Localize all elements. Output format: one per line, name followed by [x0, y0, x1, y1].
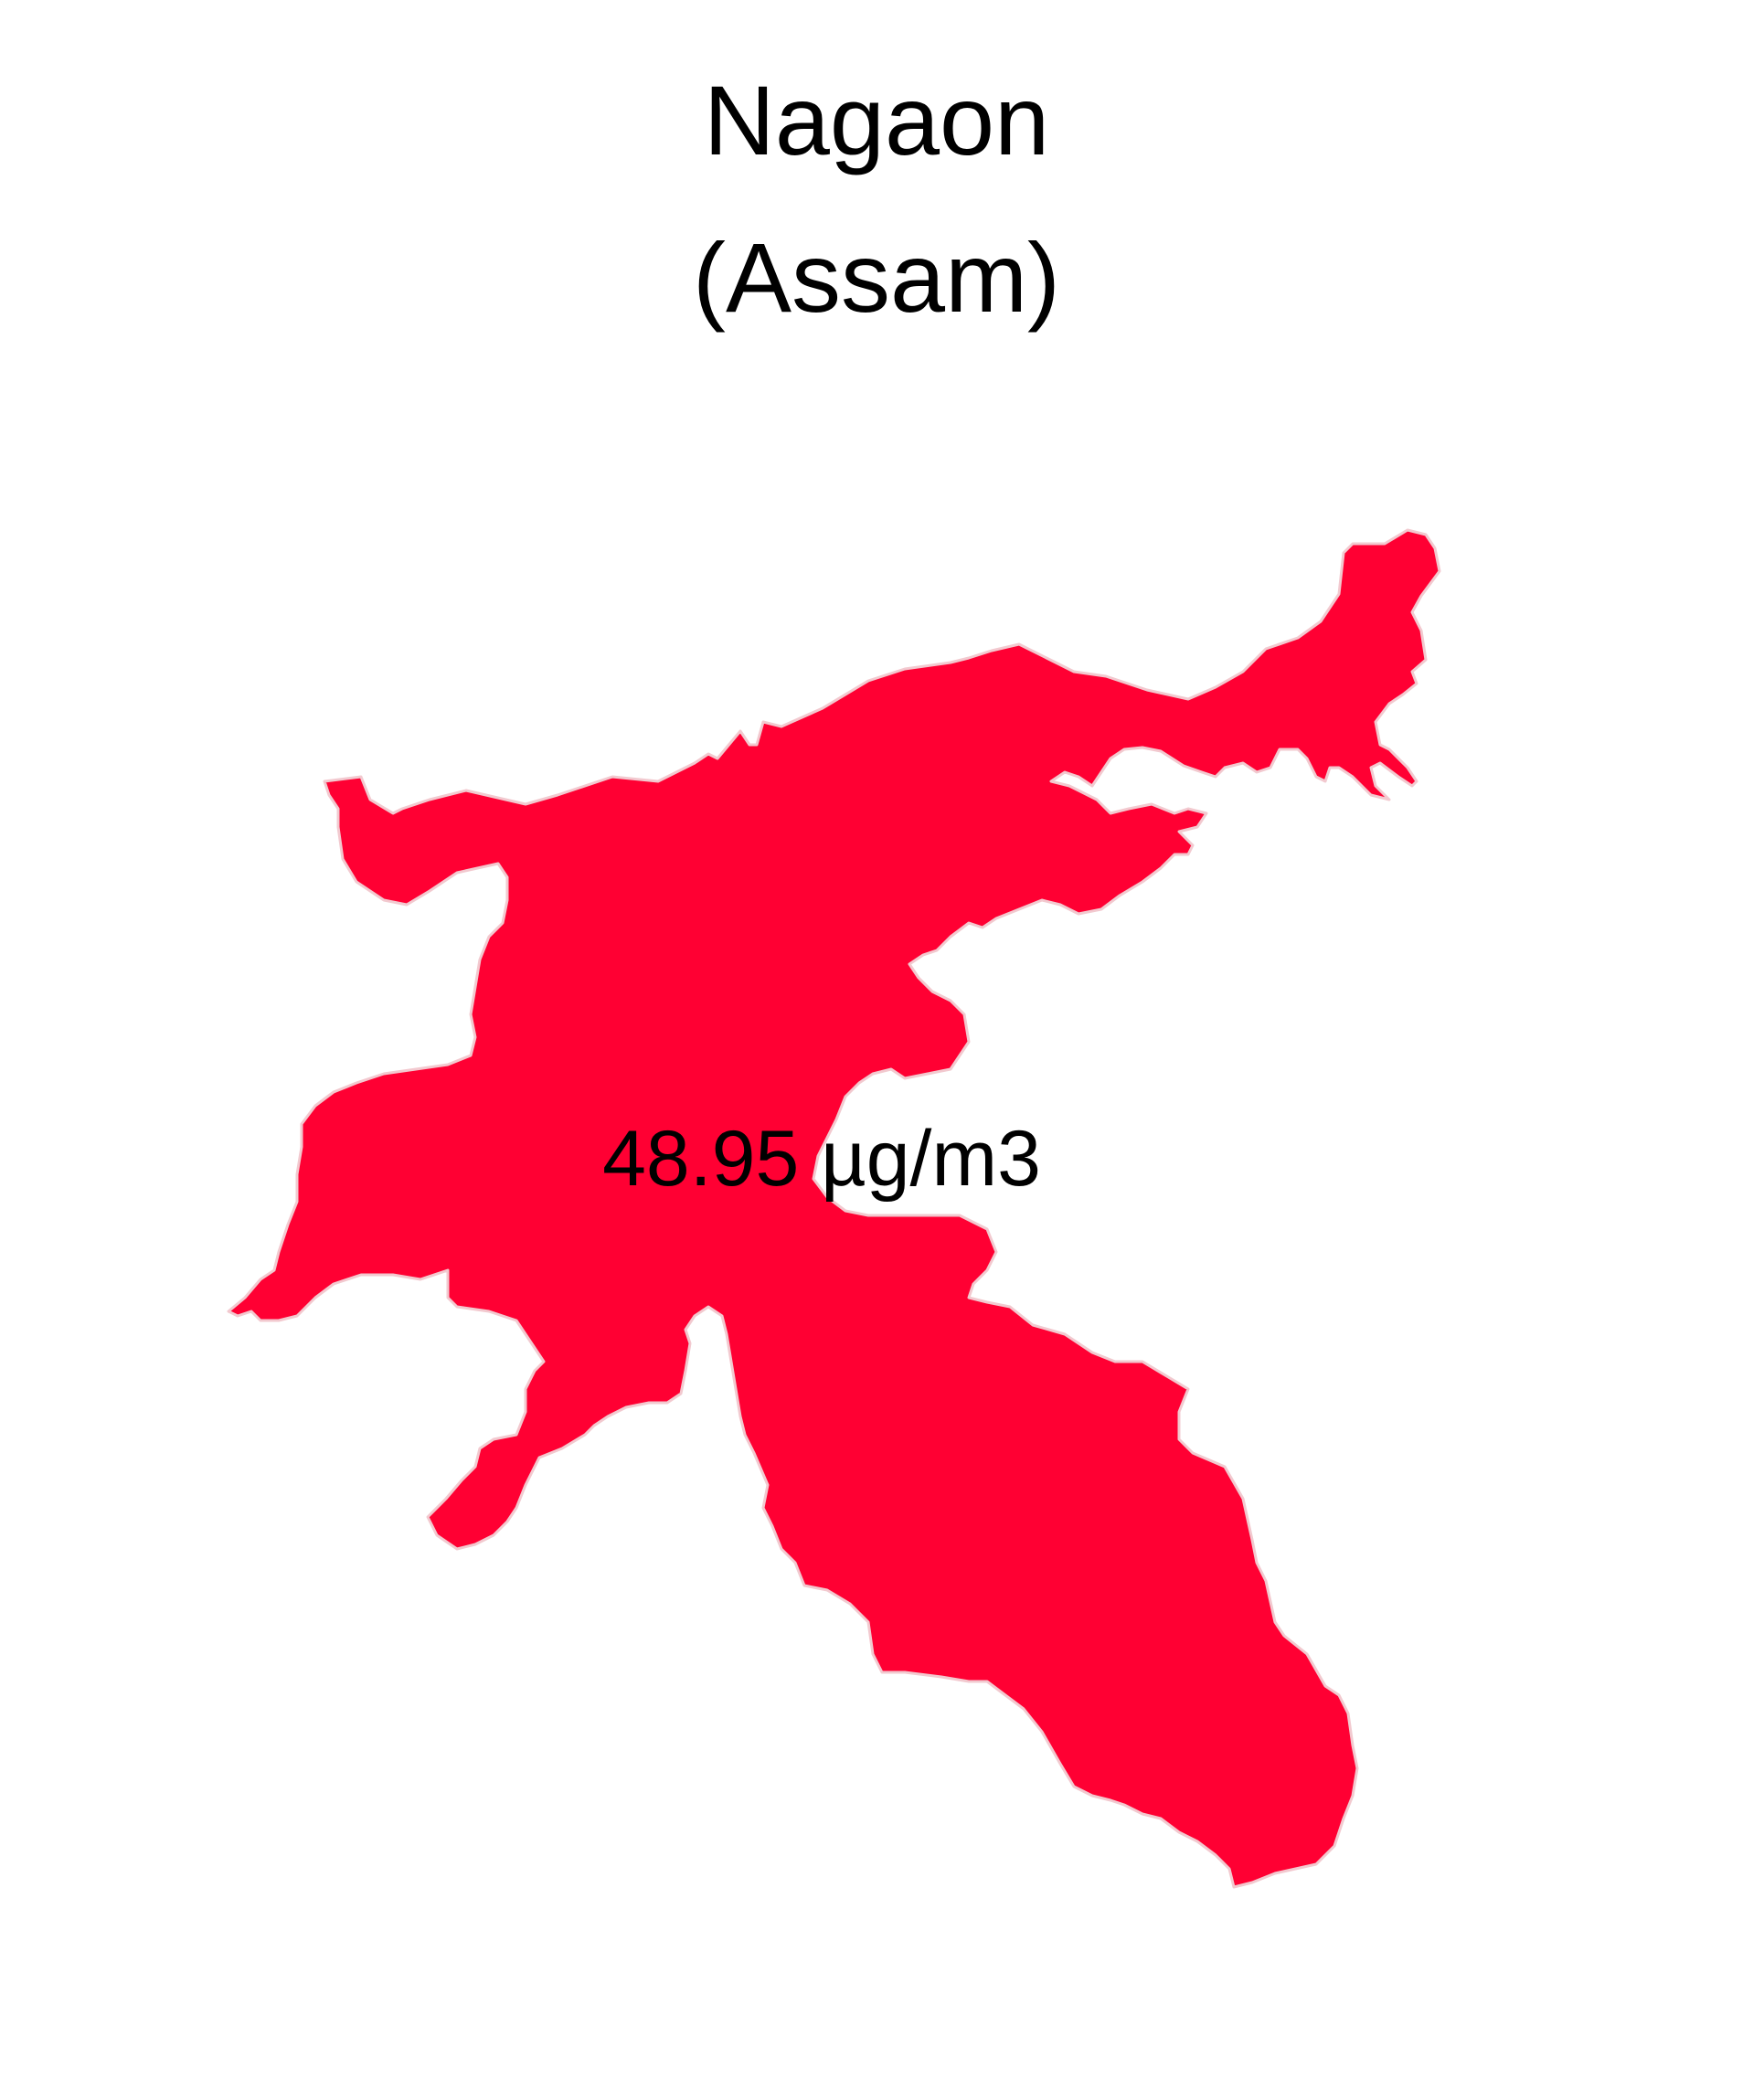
pm25-value-label: 48.95 µg/m3	[602, 1115, 1041, 1203]
map-title: Nagaon	[703, 65, 1050, 175]
district-shape-nagaon	[227, 528, 1441, 1889]
map-subtitle: (Assam)	[693, 222, 1060, 333]
